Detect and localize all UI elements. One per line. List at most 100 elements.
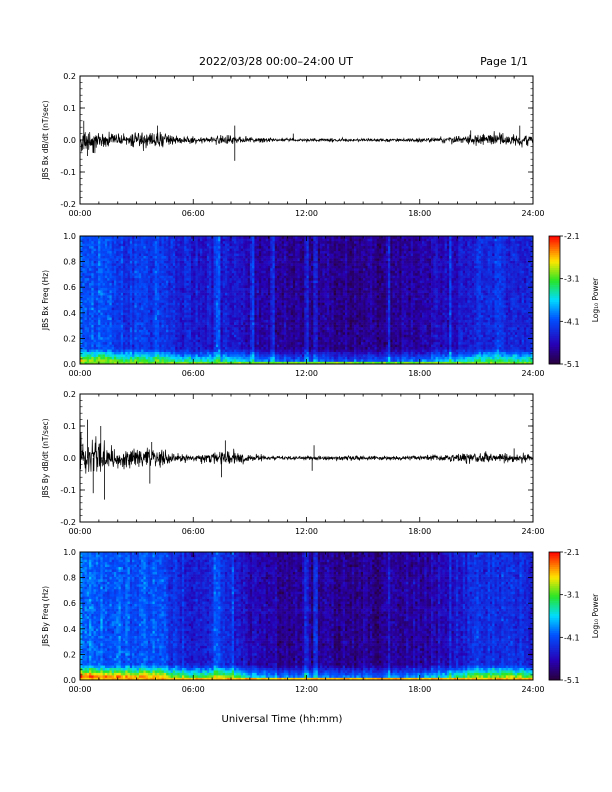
spectrogram-cell — [211, 300, 214, 303]
spectrogram-cell — [286, 341, 289, 345]
spectrogram-cell — [141, 339, 144, 343]
spectrogram-cell — [91, 332, 94, 335]
spectrogram-cell — [150, 327, 153, 330]
spectrogram-cell — [166, 332, 169, 335]
spectrogram-cell — [143, 304, 146, 308]
spectrogram-cell — [109, 309, 112, 313]
spectrogram-cell — [195, 300, 199, 303]
spectrogram-cell — [129, 339, 133, 343]
spectrogram-cell — [168, 275, 171, 279]
spectrogram-cell — [170, 258, 174, 261]
spectrogram-cell — [204, 314, 208, 318]
spectrogram-cell — [179, 302, 183, 306]
spectrogram-cell — [159, 258, 162, 261]
spectrogram-cell — [163, 327, 167, 330]
spectrogram-cell — [100, 295, 103, 298]
spectrogram-cell — [234, 307, 237, 311]
spectrogram-cell — [204, 359, 208, 362]
spectrogram-cell — [236, 287, 239, 291]
spectrogram-cell — [238, 332, 242, 335]
spectrogram-cell — [265, 300, 269, 303]
spectrogram-cell — [286, 329, 289, 333]
spectrogram-cell — [243, 272, 246, 276]
spectrogram-cell — [120, 287, 124, 291]
spectrogram-cell — [236, 297, 239, 301]
spectrogram-cell — [91, 327, 94, 330]
spectrogram-cell — [107, 361, 110, 365]
spectrogram-cell — [186, 314, 190, 318]
spectrogram-cell — [265, 334, 269, 338]
spectrogram-cell — [125, 245, 128, 249]
spectrogram-cell — [270, 268, 273, 271]
spectrogram-cell — [274, 312, 278, 316]
spectrogram-cell — [263, 285, 267, 288]
spectrogram-cell — [238, 341, 242, 345]
spectrogram-cell — [222, 277, 226, 281]
spectrogram-cell — [222, 302, 226, 306]
spectrogram-cell — [127, 341, 131, 345]
spectrogram-cell — [91, 344, 94, 348]
spectrogram-cell — [272, 253, 276, 256]
spectrogram-cell — [102, 277, 106, 281]
spectrogram-cell — [177, 277, 180, 281]
spectrogram-cell — [116, 277, 119, 281]
spectrogram-cell — [152, 351, 156, 355]
spectrogram-cell — [261, 324, 264, 328]
spectrogram-cell — [222, 339, 226, 343]
spectrogram-cell — [172, 265, 176, 269]
y-tick-label: -0.2 — [60, 200, 76, 209]
spectrogram-cell — [98, 295, 101, 298]
spectrogram-cell — [268, 236, 271, 239]
spectrogram-cell — [256, 260, 260, 264]
spectrogram-cell — [177, 255, 180, 259]
spectrogram-cell — [236, 292, 239, 296]
spectrogram-cell — [82, 304, 85, 308]
spectrogram-cell — [84, 351, 88, 355]
spectrogram-cell — [170, 248, 174, 252]
spectrogram-cell — [161, 236, 165, 239]
spectrogram-cell — [243, 268, 246, 271]
spectrogram-cell — [200, 309, 203, 313]
spectrogram-cell — [100, 265, 103, 269]
spectrogram-cell — [86, 354, 90, 357]
spectrogram-cell — [236, 243, 239, 247]
spectrogram-cell — [104, 245, 108, 249]
spectrogram-cell — [190, 295, 194, 298]
spectrogram-cell — [152, 356, 156, 360]
spectrogram-cell — [116, 356, 119, 360]
spectrogram-cell — [274, 243, 278, 247]
spectrogram-cell — [202, 243, 205, 247]
spectrogram-cell — [107, 329, 110, 333]
spectrogram-cell — [218, 339, 221, 343]
spectrogram-cell — [252, 329, 255, 333]
spectrogram-cell — [91, 300, 94, 303]
spectrogram-cell — [157, 336, 160, 340]
spectrogram-cell — [236, 304, 239, 308]
spectrogram-cell — [98, 322, 101, 325]
spectrogram-cell — [82, 302, 85, 306]
spectrogram-cell — [193, 287, 196, 291]
spectrogram-cell — [247, 361, 251, 365]
spectrogram-cell — [263, 334, 267, 338]
spectrogram-cell — [286, 317, 289, 320]
spectrogram-cell — [179, 300, 183, 303]
spectrogram-cell — [197, 354, 201, 357]
spectrogram-cell — [202, 292, 205, 296]
spectrogram-cell — [172, 329, 176, 333]
spectrogram-cell — [123, 351, 126, 355]
spectrogram-cell — [247, 329, 251, 333]
spectrogram-cell — [231, 317, 235, 320]
spectrogram-cell — [84, 265, 88, 269]
spectrogram-cell — [215, 327, 219, 330]
spectrogram-cell — [188, 327, 192, 330]
spectrogram-cell — [281, 292, 285, 296]
spectrogram-cell — [84, 285, 88, 288]
spectrogram-cell — [168, 324, 171, 328]
spectrogram-cell — [261, 309, 264, 313]
spectrogram-cell — [227, 275, 230, 279]
spectrogram-cell — [229, 240, 233, 244]
spectrogram-cell — [84, 248, 88, 252]
spectrogram-cell — [116, 346, 119, 350]
spectrogram-cell — [200, 255, 203, 259]
spectrogram-cell — [95, 356, 99, 360]
